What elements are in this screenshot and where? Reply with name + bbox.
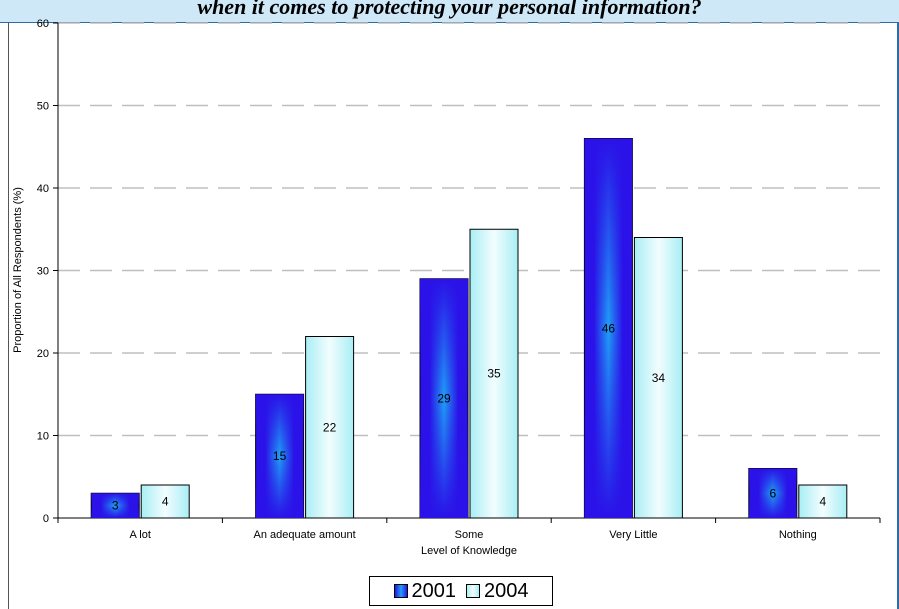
data-label-2001-5: 6 [769, 486, 776, 500]
y-tick-label: 60 [37, 18, 49, 30]
y-tick-label: 50 [37, 101, 49, 113]
data-label-2001-1: 3 [112, 499, 119, 513]
frame-right-border [897, 22, 899, 609]
gridlines [58, 22, 880, 437]
data-label-2004-1: 4 [162, 495, 169, 509]
legend-label-2004: 2004 [484, 579, 529, 602]
bar-shade-2001-4 [584, 138, 633, 518]
bar-2004-5 [798, 484, 848, 519]
bar-shade-2001-5 [748, 468, 797, 518]
data-label-2004-2: 22 [323, 420, 337, 434]
legend-item-2001: 2001 [393, 579, 457, 603]
legend: 2001 2004 [369, 576, 553, 606]
legend-label-2001: 2001 [411, 579, 457, 602]
labels: 0 10 20 30 40 50 60 Proportion of All Responden… [12, 18, 826, 557]
legend-item-2004: 2004 [466, 580, 529, 603]
data-label-2001-2: 15 [273, 449, 287, 463]
y-axis-label: Proportion of All Respondents (%) [12, 187, 24, 353]
bar-2004-1 [140, 484, 190, 519]
y-tick-label: 40 [37, 183, 49, 195]
x-tick-label: A lot [129, 529, 150, 541]
legend-swatch-2004 [466, 584, 480, 598]
data-label-2001-4: 46 [602, 321, 616, 335]
frame-left-border [8, 22, 9, 609]
y-tick-label: 0 [43, 513, 49, 525]
bar-2004-2 [305, 336, 355, 519]
x-tick-label: Nothing [779, 529, 817, 541]
chart-title: when it comes to protecting your persona… [197, 0, 702, 19]
axes [53, 22, 881, 523]
data-label-2004-5: 4 [819, 495, 826, 509]
y-tick-label: 20 [37, 348, 49, 360]
bar-shade-2001-1 [91, 493, 140, 518]
x-tick-label: Very Little [609, 529, 657, 541]
data-label-2004-3: 35 [487, 367, 501, 381]
title-strip: when it comes to protecting your persona… [0, 0, 899, 23]
bar-2004-4 [633, 237, 683, 519]
y-tick-label: 10 [37, 431, 49, 443]
x-tick-label: An adequate amount [254, 529, 356, 541]
data-label-2004-4: 34 [652, 371, 666, 385]
x-tick-label: Some [455, 529, 484, 541]
bars [90, 138, 848, 519]
bar-shade-2001-3 [420, 278, 468, 518]
y-tick-label: 30 [37, 266, 49, 278]
bar-2004-3 [469, 228, 519, 519]
x-axis-label: Level of Knowledge [421, 545, 517, 557]
bar-shade-2001-2 [255, 394, 304, 518]
legend-swatch-2001 [393, 584, 408, 598]
data-label-2001-3: 29 [437, 391, 451, 405]
